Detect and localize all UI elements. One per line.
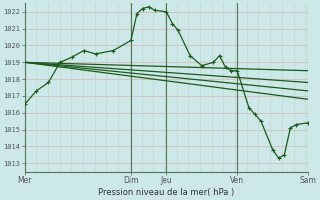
X-axis label: Pression niveau de la mer( hPa ): Pression niveau de la mer( hPa ) — [98, 188, 235, 197]
